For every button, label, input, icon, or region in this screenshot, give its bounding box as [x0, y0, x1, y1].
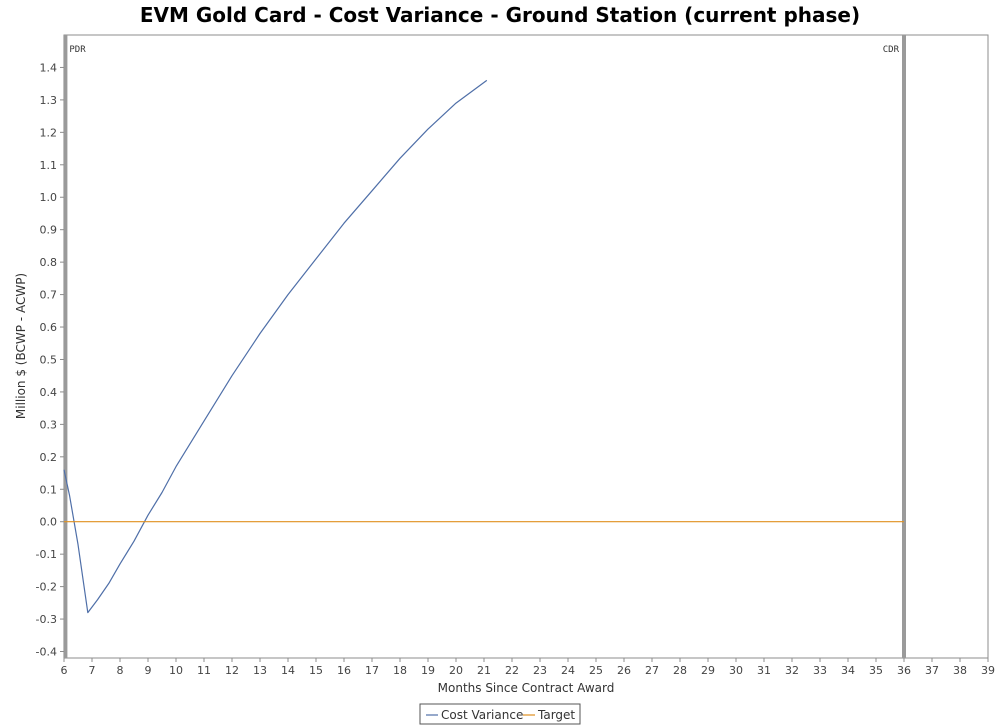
x-tick-label: 14 [281, 664, 295, 677]
y-axis-label: Million $ (BCWP - ACWP) [14, 273, 28, 419]
x-tick-label: 17 [365, 664, 379, 677]
x-tick-label: 28 [673, 664, 687, 677]
series-layer [63, 79, 904, 614]
milestone-label-cdr: CDR [883, 45, 900, 55]
x-tick-label: 22 [505, 664, 519, 677]
y-tick-label: 0.0 [40, 516, 58, 529]
x-tick-label: 12 [225, 664, 239, 677]
x-tick-label: 39 [981, 664, 995, 677]
x-tick-label: 26 [617, 664, 631, 677]
y-tick-label: 0.3 [40, 418, 58, 431]
y-tick-label: 1.1 [40, 159, 58, 172]
x-tick-label: 15 [309, 664, 323, 677]
x-axis: 6 7 8 9 10 11 12 13 14 15 16 17 18 19 20 21 22 23 24 25 26 27… [61, 658, 995, 677]
legend-box [419, 703, 581, 725]
y-tick-label: 0.9 [40, 224, 58, 237]
x-tick-label: 20 [449, 664, 463, 677]
x-tick-label: 21 [477, 664, 491, 677]
x-tick-label: 30 [729, 664, 743, 677]
y-tick-label: -0.2 [36, 581, 57, 594]
x-tick-label: 29 [701, 664, 715, 677]
x-tick-label: 36 [897, 664, 911, 677]
plot-area [63, 34, 989, 659]
x-tick-label: 31 [757, 664, 771, 677]
y-tick-label: 0.1 [40, 483, 58, 496]
y-tick-label: -0.1 [36, 548, 57, 561]
y-tick-label: 0.8 [40, 256, 58, 269]
x-tick-label: 33 [813, 664, 827, 677]
y-tick-label: 0.2 [40, 451, 58, 464]
y-tick-label: -0.3 [36, 613, 57, 626]
y-tick-label: 1.0 [40, 191, 58, 204]
series-line-cost-variance [63, 79, 488, 614]
y-tick-label: 0.5 [40, 353, 58, 366]
y-tick-label: 0.6 [40, 321, 58, 334]
chart-title: EVM Gold Card - Cost Variance - Ground S… [140, 3, 860, 27]
legend-label-target: Target [537, 708, 575, 722]
x-tick-label: 35 [869, 664, 883, 677]
x-tick-label: 10 [169, 664, 183, 677]
x-tick-label: 6 [61, 664, 68, 677]
y-tick-label: 0.4 [40, 386, 58, 399]
x-tick-label: 32 [785, 664, 799, 677]
x-tick-label: 16 [337, 664, 351, 677]
x-tick-label: 27 [645, 664, 659, 677]
x-tick-label: 11 [197, 664, 211, 677]
milestone-label-pdr: PDR [69, 45, 86, 55]
y-tick-label: 1.2 [40, 126, 58, 139]
x-tick-label: 18 [393, 664, 407, 677]
legend: Cost Variance Target [419, 703, 581, 725]
x-tick-label: 24 [561, 664, 575, 677]
x-tick-label: 8 [117, 664, 124, 677]
x-tick-label: 38 [953, 664, 967, 677]
legend-label-cost-variance: Cost Variance [441, 708, 523, 722]
x-tick-label: 34 [841, 664, 855, 677]
y-tick-label: 0.7 [40, 289, 58, 302]
y-tick-label: 1.3 [40, 94, 58, 107]
x-tick-label: 13 [253, 664, 267, 677]
x-tick-label: 37 [925, 664, 939, 677]
x-axis-label: Months Since Contract Award [438, 681, 615, 695]
y-axis: -0.4 -0.3 -0.2 -0.1 0.0 0.1 0.2 0.3 0.4 0.5 0.6 0.7… [36, 61, 64, 659]
y-tick-label: 1.4 [40, 61, 58, 74]
x-tick-label: 19 [421, 664, 435, 677]
x-tick-label: 25 [589, 664, 603, 677]
x-tick-label: 9 [145, 664, 152, 677]
x-tick-label: 7 [89, 664, 96, 677]
milestone-markers: PDR CDR [63, 35, 906, 658]
y-tick-label: -0.4 [36, 646, 57, 659]
x-tick-label: 23 [533, 664, 547, 677]
